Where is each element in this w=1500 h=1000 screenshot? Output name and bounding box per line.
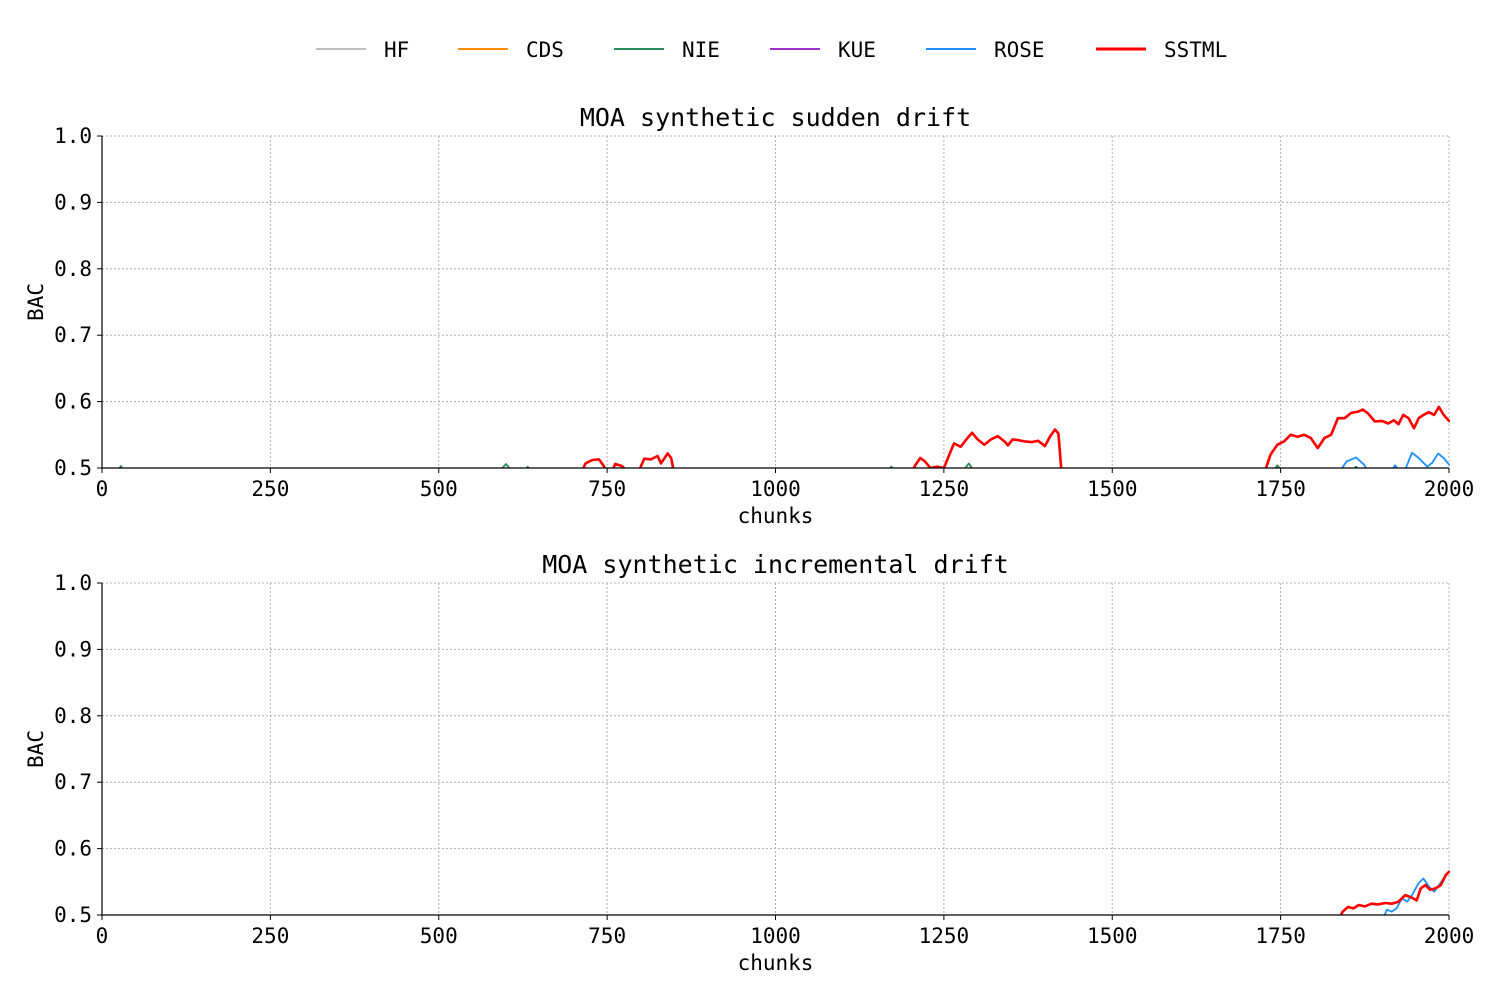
- legend-label-kue: KUE: [838, 38, 876, 62]
- x-tick-label: 2000: [1424, 924, 1475, 948]
- chart-sudden-drift: 0 250 500 750 1000 1250 1500 1750 2000 0.5 0.6 0.7 0…: [24, 103, 1474, 528]
- y-tick-label: 0.6: [54, 390, 92, 414]
- y-tick-label: 0.5: [54, 456, 92, 480]
- legend-label-rose: ROSE: [994, 38, 1045, 62]
- y-tick-label: 0.8: [54, 257, 92, 281]
- y-tick-label: 0.7: [54, 323, 92, 347]
- x-tick-label: 250: [251, 477, 289, 501]
- legend-label-hf: HF: [384, 38, 409, 62]
- legend-label-sstml: SSTML: [1164, 38, 1227, 62]
- chart-incremental-drift: 0 250 500 750 1000 1250 1500 1750 2000 0.5 0.6 0.7 0…: [24, 550, 1474, 975]
- x-tick-label: 750: [588, 477, 626, 501]
- x-tick-label: 1250: [919, 924, 970, 948]
- series-line-rose: [1383, 870, 1450, 915]
- series-line-nie: [118, 462, 1359, 468]
- x-tick-label: 1500: [1087, 924, 1138, 948]
- x-tick-label: 500: [420, 477, 458, 501]
- y-axis-label: BAC: [24, 730, 48, 768]
- x-tick-label: 0: [96, 477, 109, 501]
- chart-title: MOA synthetic sudden drift: [580, 103, 971, 132]
- x-tick-label: 500: [420, 924, 458, 948]
- x-tick-label: 0: [96, 924, 109, 948]
- x-tick-label: 1500: [1087, 477, 1138, 501]
- y-axis-label: BAC: [24, 283, 48, 321]
- x-tick-label: 1000: [750, 477, 801, 501]
- x-tick-label: 1000: [750, 924, 801, 948]
- x-tick-label: 750: [588, 924, 626, 948]
- x-tick-label: 1750: [1255, 924, 1306, 948]
- y-tick-label: 0.9: [54, 190, 92, 214]
- x-axis-label: chunks: [738, 504, 814, 528]
- series-line-sstml: [1339, 870, 1450, 915]
- legend: HF CDS NIE KUE ROSE SSTML: [316, 38, 1227, 62]
- legend-label-cds: CDS: [526, 38, 564, 62]
- x-tick-label: 1250: [919, 477, 970, 501]
- y-tick-label: 0.5: [54, 903, 92, 927]
- x-tick-label: 250: [251, 924, 289, 948]
- x-tick-label: 1750: [1255, 477, 1306, 501]
- series-line-sstml: [581, 405, 1450, 468]
- y-tick-label: 0.8: [54, 704, 92, 728]
- chart-title: MOA synthetic incremental drift: [542, 550, 1009, 579]
- legend-label-nie: NIE: [682, 38, 720, 62]
- y-tick-label: 0.9: [54, 637, 92, 661]
- x-tick-label: 2000: [1424, 477, 1475, 501]
- y-tick-label: 1.0: [54, 124, 92, 148]
- y-tick-label: 0.7: [54, 770, 92, 794]
- y-tick-label: 0.6: [54, 837, 92, 861]
- y-tick-label: 1.0: [54, 571, 92, 595]
- x-axis-label: chunks: [738, 951, 814, 975]
- series-line-rose: [1341, 451, 1450, 468]
